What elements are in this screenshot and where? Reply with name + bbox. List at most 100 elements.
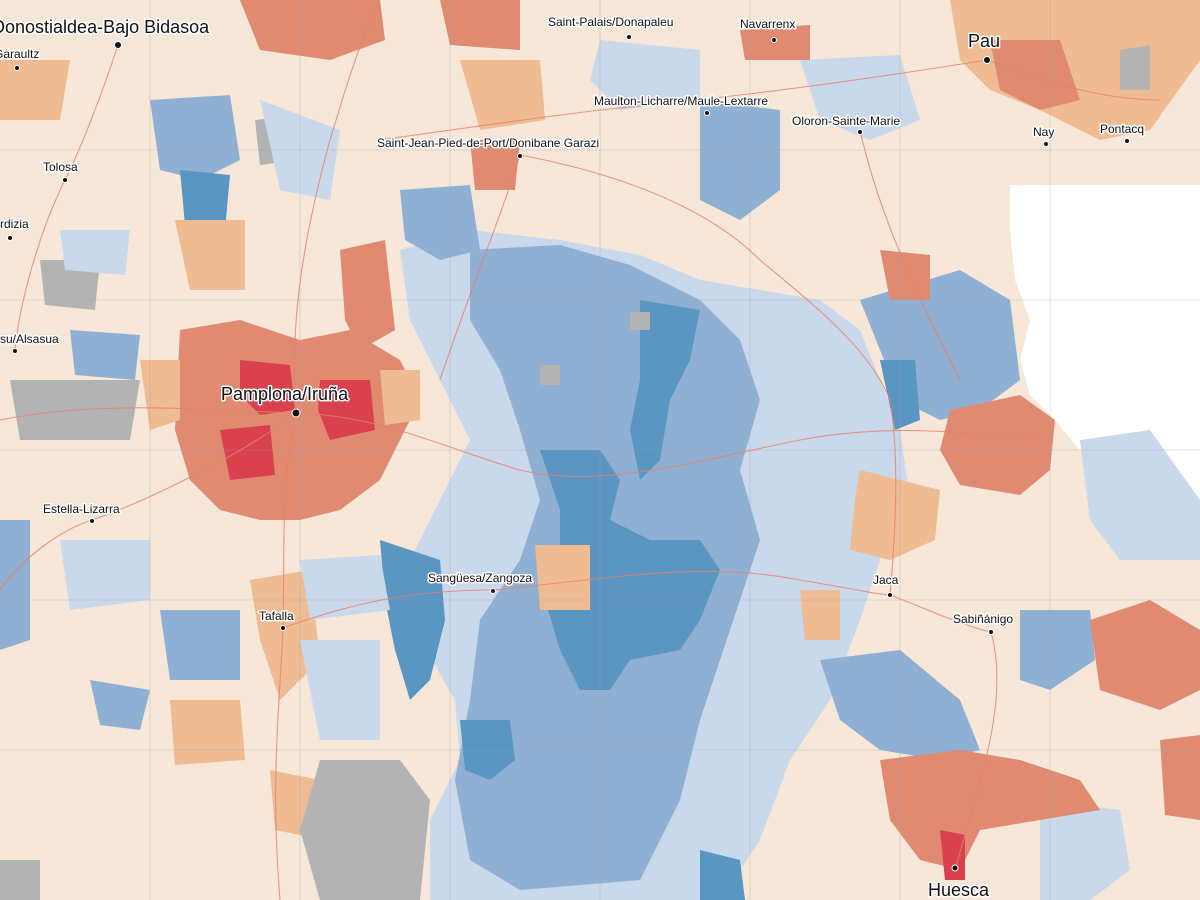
town-marker (983, 56, 991, 64)
region-north-light-orange (460, 60, 545, 130)
place-label: Sabiñánigo (953, 612, 1013, 626)
place-label: Jaca (873, 573, 899, 587)
region-north-dark-blue-1 (180, 170, 230, 230)
region-east-red-1 (880, 250, 930, 300)
place-pau: Pau (967, 30, 1002, 64)
place-label: Nay (1033, 125, 1054, 139)
town-marker (951, 864, 959, 872)
town-marker (626, 34, 632, 40)
place-label: Saint-Jean-Pied-de-Port/Donibane Garazi (377, 136, 599, 150)
place-ordizia: rdizia (0, 216, 31, 241)
place-label: su/Alsasua (0, 332, 59, 346)
border-lines-vertical (149, 0, 1051, 900)
region-huesca-red (940, 830, 965, 880)
place-donostia: Donostialdea-Bajo Bidasoa (0, 16, 212, 49)
place-garaultz: Garaultz (0, 46, 41, 71)
region-north-blue-2 (400, 185, 480, 260)
place-pontacq: Pontacq (1099, 121, 1146, 144)
place-tafalla: Tafalla (258, 608, 296, 631)
region-tafalla-light-orange (250, 570, 320, 700)
region-east-red-2 (940, 395, 1055, 495)
town-marker (988, 629, 994, 635)
town-marker (857, 129, 863, 135)
region-central-dark-blue (540, 450, 720, 690)
region-gray-4 (300, 760, 430, 900)
region-north-red-band (240, 0, 385, 60)
region-far-east-light-blue (1080, 430, 1200, 560)
road-north (293, 0, 381, 414)
region-north-orange-3 (470, 140, 520, 190)
region-bottom-dark-blue (700, 850, 745, 900)
region-pamplona-red-2 (318, 380, 375, 440)
road-north-french (379, 59, 988, 141)
town-marker (114, 41, 122, 49)
place-label: Oloron-Sainte-Marie (792, 114, 900, 128)
place-label: Maulton-Licharre/Maule-Lextarre (594, 94, 768, 108)
place-label: Tafalla (259, 609, 294, 623)
place-sabinanigo: Sabiñánigo (952, 611, 1015, 635)
region-north-dark-blue (630, 300, 700, 480)
place-saint-jean: Saint-Jean-Pied-de-Port/Donibane Garazi (376, 135, 601, 159)
place-label: Tolosa (43, 160, 78, 174)
place-label: Pamplona/Iruña (221, 384, 349, 404)
town-marker (291, 408, 301, 418)
road-southwest (0, 412, 297, 591)
region-north-light-blue-2 (800, 55, 920, 140)
place-label: Donostialdea-Bajo Bidasoa (0, 17, 210, 37)
region-light-blue-e (60, 230, 130, 275)
region-far-east-blue (1020, 610, 1095, 690)
region-north-pamplona-orange (340, 240, 395, 350)
place-label: Sangüesa/Zangoza (428, 571, 532, 585)
road-sanguesa (282, 570, 891, 629)
region-pamplona-red-1 (240, 360, 295, 415)
region-west-blue-3 (90, 680, 150, 730)
town-marker (12, 348, 18, 354)
region-light-blue-d (70, 330, 140, 380)
place-pamplona: Pamplona/Iruña (220, 383, 351, 418)
place-label: Estella-Lizarra (43, 502, 120, 516)
place-label: Pontacq (1100, 122, 1144, 136)
place-nay: Nay (1032, 124, 1056, 147)
place-label: rdizia (0, 217, 29, 231)
place-saint-palais: Saint-Palais/Donapaleu (547, 14, 675, 40)
region-gray-2 (40, 260, 100, 310)
region-west-edge-blue (0, 520, 30, 650)
town-marker (704, 110, 710, 116)
town-marker (89, 518, 95, 524)
region-jaca-light-orange-2 (800, 590, 840, 640)
region-southwest-light-orange (170, 700, 245, 765)
region-far-east-red (1160, 735, 1200, 820)
region-gray-5 (540, 365, 560, 385)
road-oloron (859, 129, 961, 381)
road-saint-jean-jaca (519, 154, 897, 596)
town-marker (1124, 138, 1130, 144)
place-jaca: Jaca (872, 572, 900, 598)
town-marker (517, 153, 523, 159)
place-navarrenx: Navarrenx (739, 16, 797, 43)
road-network (0, 0, 1161, 900)
region-north-light-blue (590, 40, 700, 110)
region-pamplona-red-3 (220, 425, 275, 480)
road-jaca-huesca (889, 594, 998, 871)
town-marker (887, 592, 893, 598)
region-huesca-orange (880, 750, 1100, 870)
town-marker (14, 65, 20, 71)
region-northwest-light-orange (0, 60, 70, 120)
region-gray-7 (0, 860, 40, 900)
region-north-orange-2 (440, 0, 520, 50)
place-estella: Estella-Lizarra (42, 501, 122, 524)
region-light-orange-3 (380, 370, 420, 425)
place-mauleon: Maulton-Licharre/Maule-Lextarre (593, 93, 770, 116)
town-marker (1043, 141, 1049, 147)
region-sanguesa-light-orange (535, 545, 590, 610)
road-pau-east (986, 59, 1161, 101)
town-marker (62, 177, 68, 183)
region-west-blue-2 (160, 610, 240, 680)
region-pau-orange (990, 40, 1080, 110)
place-label: Pau (968, 31, 1000, 51)
place-alsasua: su/Alsasua (0, 331, 61, 354)
place-tolosa: Tolosa (42, 159, 80, 183)
region-pau-light-orange (950, 0, 1200, 140)
